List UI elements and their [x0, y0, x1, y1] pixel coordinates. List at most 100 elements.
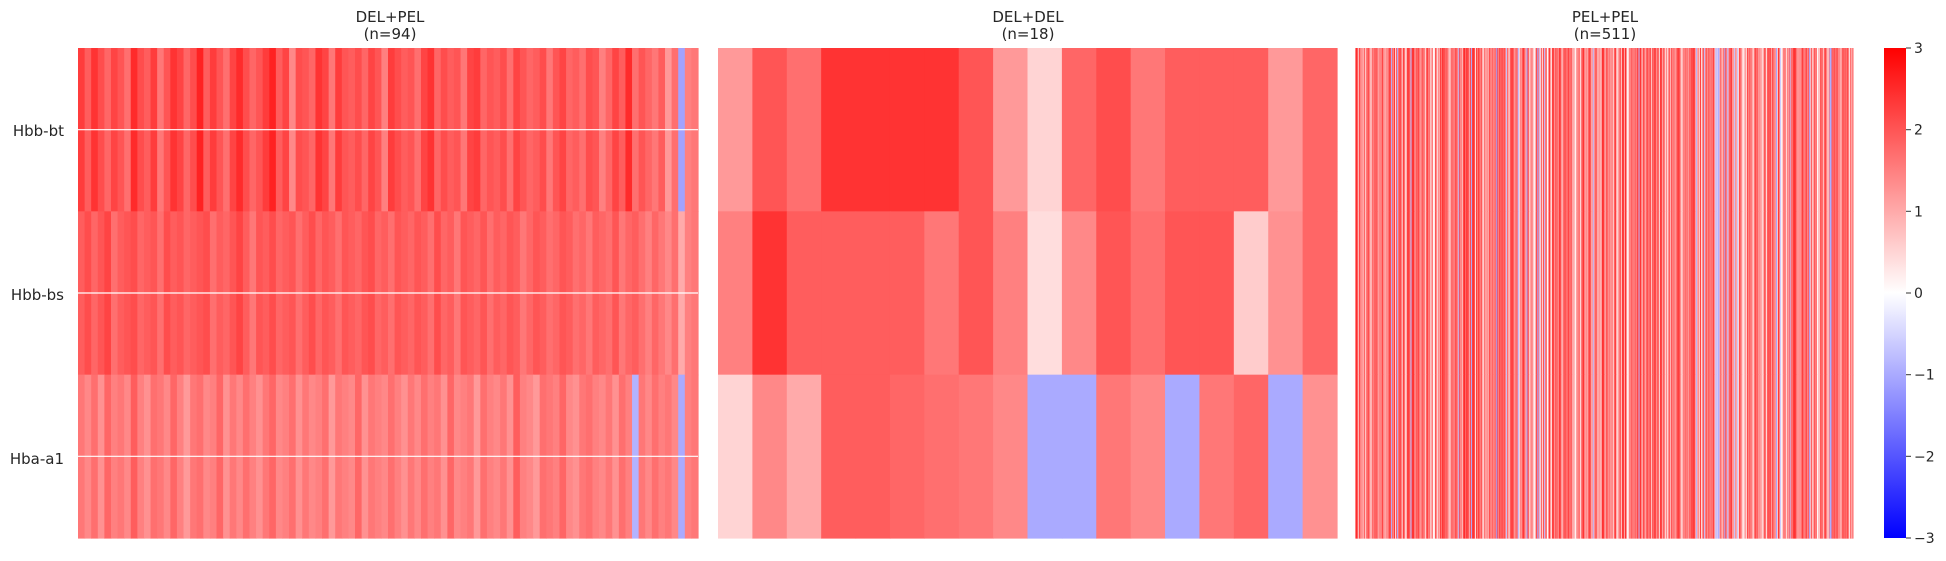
heatmap-cell: [1425, 374, 1427, 539]
heatmap-cell: [1381, 48, 1383, 212]
heatmap-cell: [1553, 211, 1556, 376]
heatmap-cell: [1414, 48, 1417, 212]
heatmap-cell: [1722, 48, 1724, 212]
heatmap-cell: [1408, 211, 1411, 376]
heatmap-cell: [821, 211, 857, 376]
heatmap-cell: [1724, 211, 1726, 376]
colorbar-ticks: 3 2 1 0 −1 −2 −3: [1906, 41, 1935, 547]
heatmap-cell: [1814, 48, 1816, 212]
heatmap-cell: [1742, 374, 1745, 539]
heatmap-cell: [1355, 48, 1357, 212]
heatmap-cell: [1584, 48, 1586, 212]
heatmap-cell: [1358, 48, 1361, 212]
heatmap-cell: [1480, 48, 1483, 212]
heatmap-cell: [1452, 211, 1455, 376]
heatmap-cell: [1610, 374, 1612, 539]
heatmap-cell: [1841, 374, 1843, 539]
heatmap-cell: [1603, 211, 1606, 376]
heatmap-cell: [1819, 211, 1822, 376]
heatmap-cell: [1661, 48, 1664, 212]
heatmap-cell: [1458, 48, 1460, 212]
heatmap-cell: [1538, 374, 1540, 539]
heatmap-cell: [1831, 374, 1834, 539]
heatmap-cell: [1437, 48, 1440, 212]
heatmap-cell: [1451, 48, 1454, 212]
heatmap-cell: [1520, 48, 1523, 212]
heatmap-cell: [1497, 48, 1499, 212]
heatmap-cell: [1405, 48, 1408, 212]
heatmap-cell: [1533, 211, 1535, 376]
heatmap-cell: [1818, 374, 1821, 539]
heatmap-cell: [1447, 374, 1450, 539]
heatmap-cell: [1523, 211, 1526, 376]
heatmap-cell: [1469, 374, 1471, 539]
heatmap-cell: [1400, 211, 1403, 376]
colorbar: [1884, 48, 1906, 538]
heatmap-cell: [1540, 211, 1542, 376]
heatmap-cell: [1546, 374, 1548, 539]
heatmap-cell: [1840, 374, 1842, 539]
heatmap-cell: [1724, 48, 1726, 212]
heatmap-cell: [1748, 211, 1751, 376]
heatmap-cell: [1491, 374, 1494, 539]
heatmap-cell: [1450, 374, 1453, 539]
heatmap-cell: [1709, 48, 1712, 212]
heatmap-cell: [1848, 374, 1850, 539]
heatmap-cell: [1629, 48, 1632, 212]
heatmap-cell: [1791, 211, 1794, 376]
heatmap-cell: [1376, 211, 1379, 376]
heatmap-cell: [1657, 48, 1659, 212]
heatmap-cell: [1570, 374, 1572, 539]
heatmap-cell: [1599, 48, 1602, 212]
heatmap-cell: [1786, 48, 1789, 212]
heatmap-cell: [1470, 211, 1473, 376]
heatmap-cell: [1432, 374, 1435, 539]
heatmap-cell: [1805, 374, 1807, 539]
heatmap-cell: [1559, 211, 1562, 376]
heatmap-cell: [1372, 211, 1375, 376]
heatmap-cell: [1792, 211, 1795, 376]
heatmap-cell: [1402, 48, 1405, 212]
heatmap-cell: [1582, 211, 1584, 376]
heatmap-cell: [1777, 211, 1780, 376]
heatmap-cell: [1464, 211, 1466, 376]
heatmap-cell: [1841, 211, 1843, 376]
heatmap-cell: [1357, 211, 1360, 376]
heatmap-cell: [1673, 211, 1676, 376]
heatmap-cell: [1646, 374, 1648, 539]
heatmap-cell: [1551, 211, 1554, 376]
heatmap-cell: [1554, 48, 1557, 212]
heatmap-cell: [1521, 374, 1524, 539]
heatmap-cell: [1458, 374, 1460, 539]
heatmap-cell: [1744, 374, 1747, 539]
heatmap-cell: [1361, 48, 1364, 212]
heatmap-cell: [1497, 211, 1499, 376]
heatmap-cell: [1753, 48, 1756, 212]
heatmap-cell: [1809, 374, 1811, 539]
heatmap-cell: [1742, 48, 1745, 212]
heatmap-cell: [1441, 48, 1444, 212]
heatmap-cell: [1377, 48, 1379, 212]
heatmap-cell: [1838, 48, 1840, 212]
heatmap-cell: [1814, 211, 1817, 376]
heatmap-cell: [1359, 48, 1362, 212]
heatmap-cell: [1598, 374, 1601, 539]
heatmap-cell: [1420, 211, 1422, 376]
heatmap-cell: [1780, 48, 1783, 212]
heatmap-cell: [1562, 211, 1565, 376]
heatmap-cell: [1682, 374, 1685, 539]
heatmap-cell: [1525, 211, 1528, 376]
heatmap-cell: [1689, 48, 1691, 212]
heatmap-cell: [1805, 48, 1807, 212]
heatmap-cell: [1638, 211, 1641, 376]
heatmap-cell: [1409, 48, 1412, 212]
heatmap-cell: [1834, 48, 1837, 212]
heatmap-cell: [1789, 374, 1792, 539]
heatmap-cell: [1626, 48, 1629, 212]
heatmap-cell: [1546, 48, 1549, 212]
heatmap-cell: [1616, 48, 1618, 212]
heatmap-cell: [1761, 374, 1763, 539]
heatmap-cell: [1471, 48, 1474, 212]
heatmap-cell: [1683, 48, 1685, 212]
heatmap-cell: [1574, 374, 1576, 539]
